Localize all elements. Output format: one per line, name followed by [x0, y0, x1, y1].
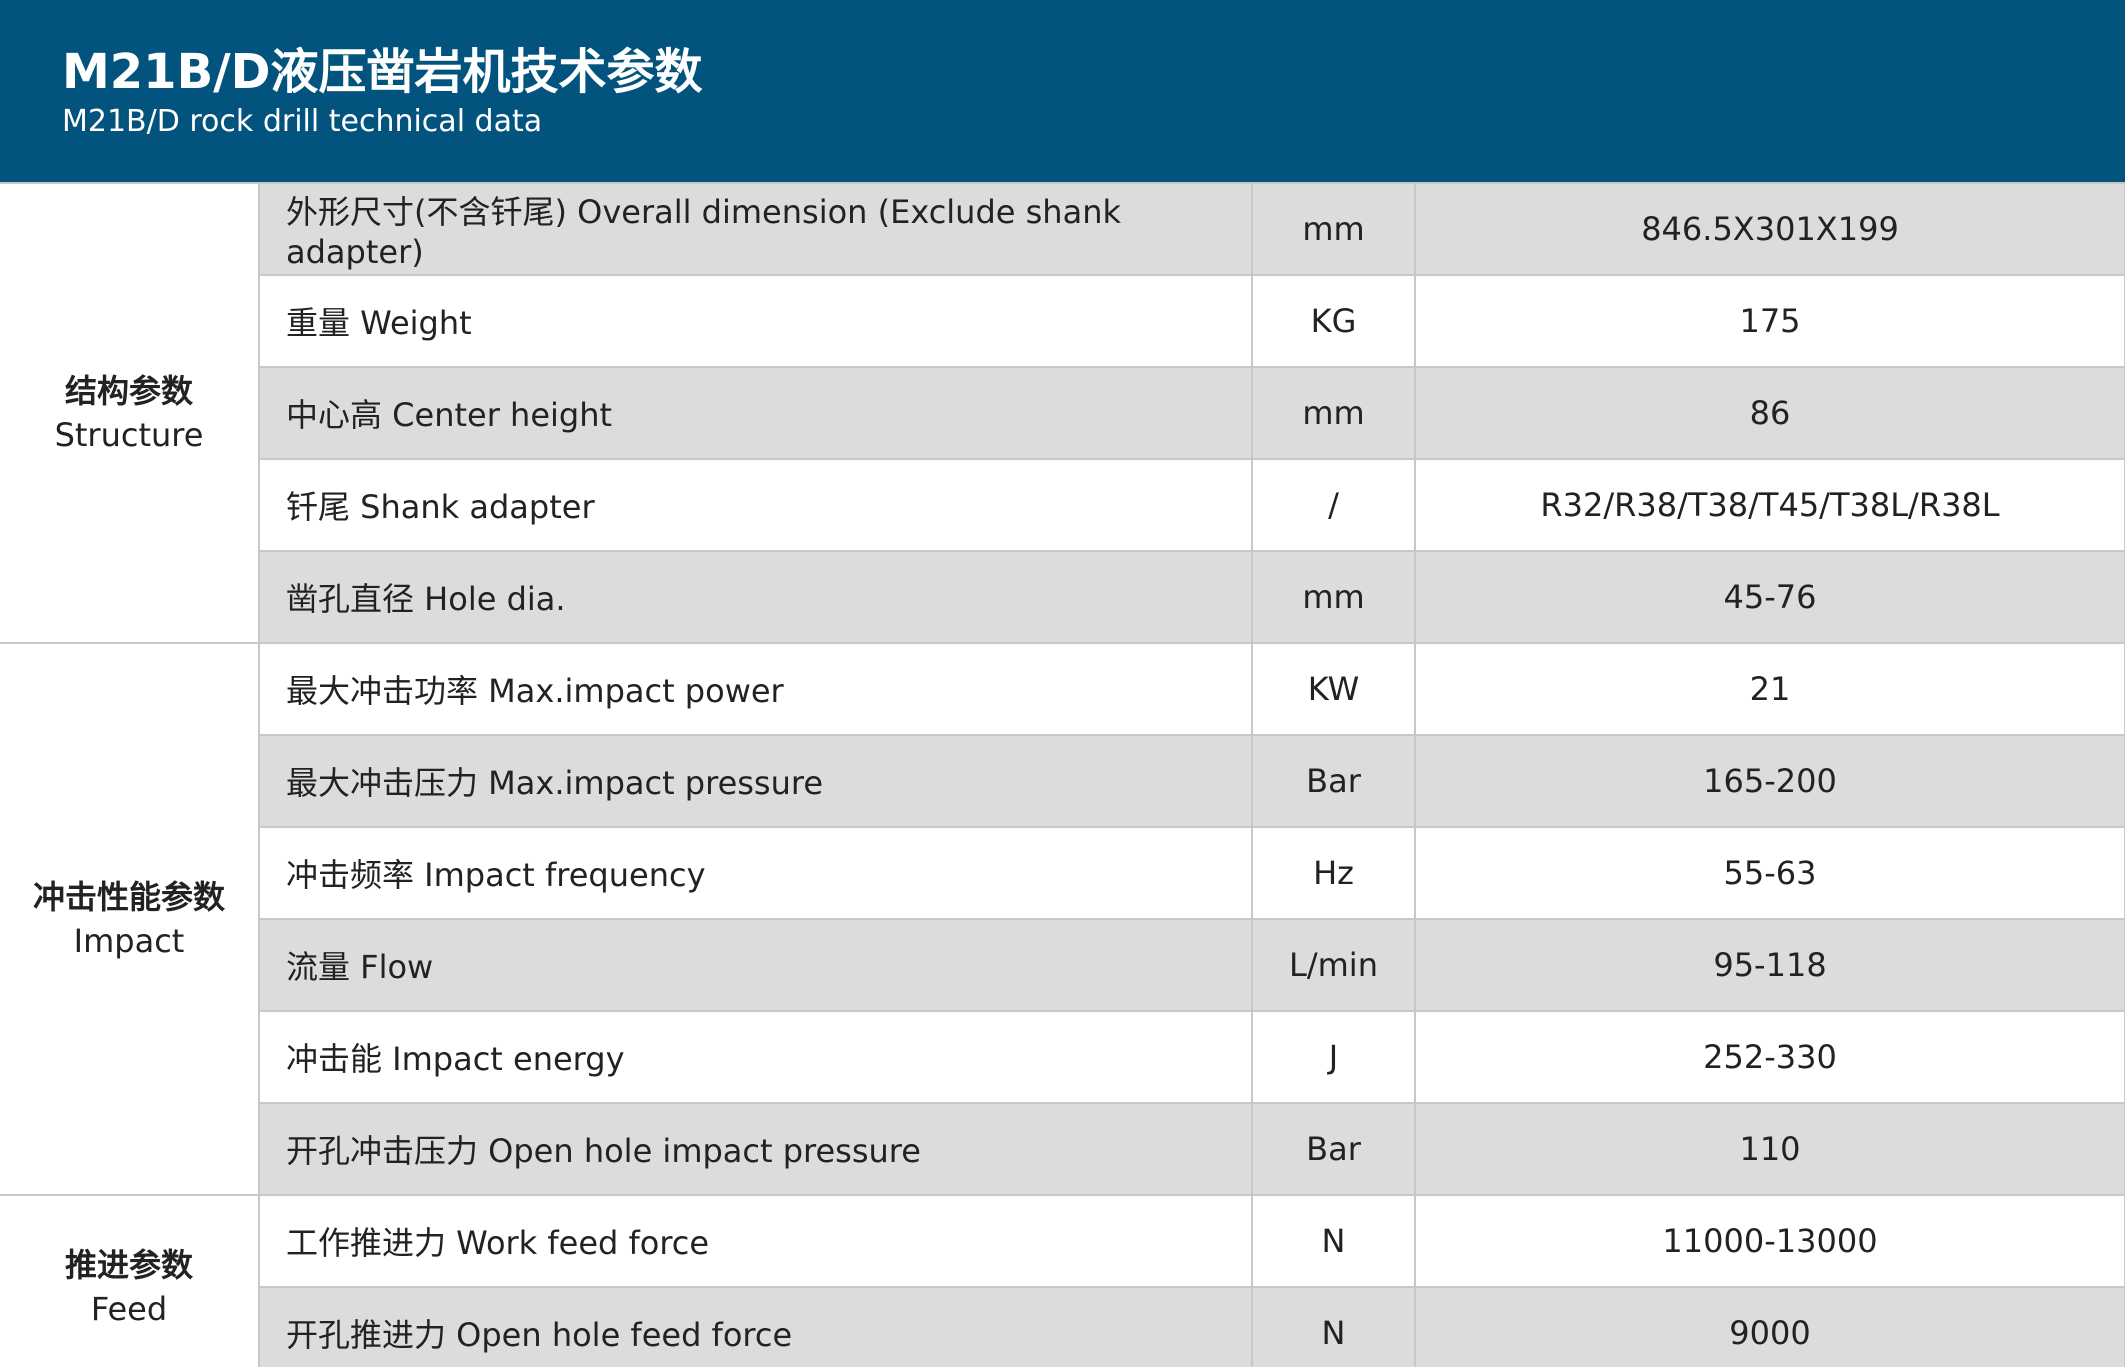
value: 175	[1414, 274, 2125, 368]
table-row: 开孔推进力 Open hole feed force N 9000	[0, 1286, 2125, 1367]
header: M21B/D液压凿岩机技术参数 M21B/D rock drill techni…	[0, 0, 2125, 182]
value: 95-118	[1414, 918, 2125, 1012]
parameter: 流量 Flow	[258, 918, 1253, 1012]
value: 86	[1414, 366, 2125, 460]
unit: J	[1251, 1010, 1416, 1104]
value: 9000	[1414, 1286, 2125, 1367]
table-row: 最大冲击压力 Max.impact pressure Bar 165-200	[0, 734, 2125, 828]
unit: N	[1251, 1286, 1416, 1367]
parameter: 中心高 Center height	[258, 366, 1253, 460]
parameter: 最大冲击功率 Max.impact power	[258, 642, 1253, 736]
table-row: 凿孔直径 Hole dia. mm 45-76	[0, 550, 2125, 644]
table-row: 冲击频率 Impact frequency Hz 55-63	[0, 826, 2125, 920]
value: 45-76	[1414, 550, 2125, 644]
parameter: 开孔推进力 Open hole feed force	[258, 1286, 1253, 1367]
value: 846.5X301X199	[1414, 182, 2125, 276]
value: 252-330	[1414, 1010, 2125, 1104]
parameter: 开孔冲击压力 Open hole impact pressure	[258, 1102, 1253, 1196]
table-row: 钎尾 Shank adapter / R32/R38/T38/T45/T38L/R3…	[0, 458, 2125, 552]
table-row: 流量 Flow L/min 95-118	[0, 918, 2125, 1012]
table-row: 中心高 Center height mm 86	[0, 366, 2125, 460]
parameter: 凿孔直径 Hole dia.	[258, 550, 1253, 644]
group-cell: 冲击性能参数 Impact	[0, 642, 260, 1196]
table-row: 冲击能 Impact energy J 252-330	[0, 1010, 2125, 1104]
title: M21B/D液压凿岩机技术参数	[62, 44, 703, 100]
unit: KW	[1251, 642, 1416, 736]
unit: mm	[1251, 366, 1416, 460]
group-label-cn: 结构参数	[64, 372, 193, 410]
unit: /	[1251, 458, 1416, 552]
group-label-en: Impact	[73, 922, 185, 960]
table-row: 冲击性能参数 Impact 最大冲击功率 Max.impact power KW 21	[0, 642, 2125, 1196]
group-label-en: Structure	[54, 416, 204, 454]
unit: N	[1251, 1194, 1416, 1288]
spec-table: 结构参数 Structure 外形尺寸(不含钎尾) Overall dimensio…	[0, 182, 2125, 1367]
table-row: 结构参数 Structure 外形尺寸(不含钎尾) Overall dimensio…	[0, 182, 2125, 644]
table-row: 重量 Weight KG 175	[0, 274, 2125, 368]
unit: Bar	[1251, 734, 1416, 828]
group-label-cn: 推进参数	[64, 1246, 193, 1284]
unit: mm	[1251, 182, 1416, 276]
value: 165-200	[1414, 734, 2125, 828]
parameter: 工作推进力 Work feed force	[258, 1194, 1253, 1288]
value: 21	[1414, 642, 2125, 736]
value: 11000-13000	[1414, 1194, 2125, 1288]
group-cell: 结构参数 Structure	[0, 182, 260, 644]
group-label-cn: 冲击性能参数	[32, 878, 225, 916]
table-row: 推进参数 Feed 工作推进力 Work feed force N 11000-1300…	[0, 1194, 2125, 1367]
group-label-en: Feed	[90, 1290, 168, 1328]
unit: Hz	[1251, 826, 1416, 920]
parameter: 冲击频率 Impact frequency	[258, 826, 1253, 920]
unit: mm	[1251, 550, 1416, 644]
table-row: 开孔冲击压力 Open hole impact pressure Bar 110	[0, 1102, 2125, 1196]
value: R32/R38/T38/T45/T38L/R38L	[1414, 458, 2125, 552]
subtitle: M21B/D rock drill technical data	[62, 104, 543, 139]
parameter: 冲击能 Impact energy	[258, 1010, 1253, 1104]
value: 55-63	[1414, 826, 2125, 920]
unit: KG	[1251, 274, 1416, 368]
group-cell: 推进参数 Feed	[0, 1194, 260, 1367]
parameter: 钎尾 Shank adapter	[258, 458, 1253, 552]
parameter: 重量 Weight	[258, 274, 1253, 368]
unit: Bar	[1251, 1102, 1416, 1196]
parameter: 最大冲击压力 Max.impact pressure	[258, 734, 1253, 828]
unit: L/min	[1251, 918, 1416, 1012]
value: 110	[1414, 1102, 2125, 1196]
parameter: 外形尺寸(不含钎尾) Overall dimension (Exclude sh…	[258, 182, 1253, 276]
